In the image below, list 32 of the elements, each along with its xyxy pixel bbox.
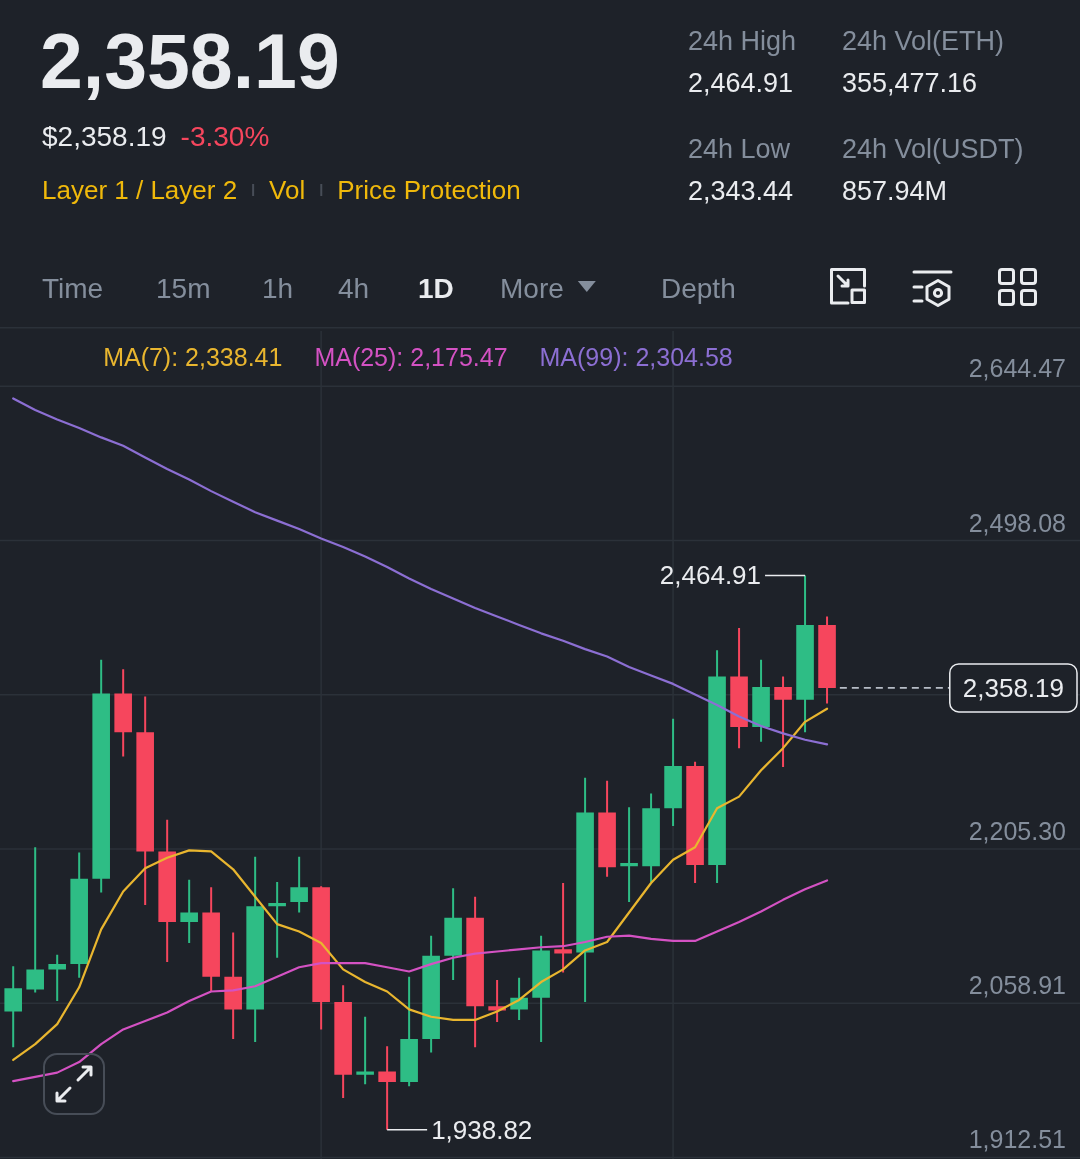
text: 2,464.91 (688, 68, 794, 98)
text: 15m (156, 273, 211, 304)
y-tick-label: 2,205.30 (968, 816, 1066, 845)
text: 1D (418, 273, 454, 304)
text: Price Protection (337, 175, 521, 205)
text: More (500, 273, 564, 304)
text: Vol (269, 175, 306, 205)
text: Time (42, 273, 104, 304)
annotation: 1,938.82 (431, 1114, 533, 1145)
y-tick-label: 2,058.91 (968, 971, 1066, 1000)
text: 857.94M (842, 176, 948, 206)
text: -3.30% (180, 121, 270, 152)
text: 2,343.44 (688, 176, 794, 206)
y-tick-label: 2,644.47 (968, 354, 1066, 383)
y-tick-label: 2,498.08 (968, 508, 1066, 537)
text: 24h Vol(USDT) (842, 134, 1024, 164)
text: Layer 1 / Layer 2 (42, 175, 238, 205)
ref-line-label: 2,358.19 (962, 672, 1065, 703)
text: 1h (262, 273, 294, 304)
text: MA(99): 2,304.58 (539, 343, 733, 371)
text: MA(7): 2,338.41 (103, 343, 283, 371)
text: 24h High (688, 26, 797, 56)
chart-title: 2,358.19 (40, 18, 340, 104)
text: 24h Low (688, 134, 791, 164)
annotation: 2,464.91 (659, 560, 762, 591)
text: 355,477.16 (842, 68, 978, 98)
text: 4h (338, 273, 370, 304)
y-tick-label: 1,912.51 (968, 1125, 1066, 1154)
text: 24h Vol(ETH) (842, 26, 1005, 56)
text: $2,358.19 (42, 121, 167, 152)
text: Depth (661, 273, 736, 304)
text: MA(25): 2,175.47 (314, 343, 508, 371)
